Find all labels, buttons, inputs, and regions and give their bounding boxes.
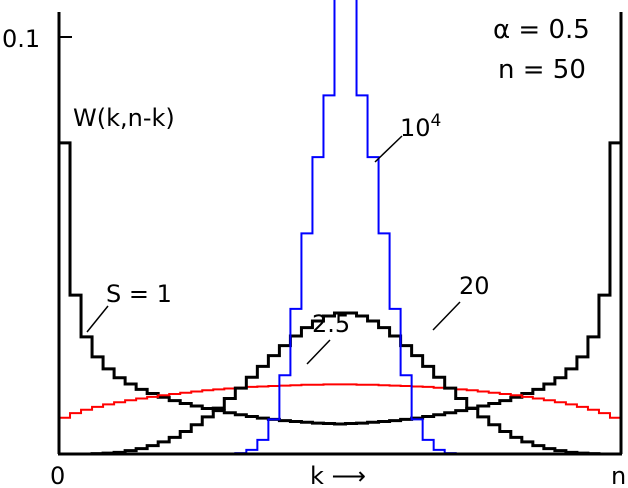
s20-leader [432, 301, 461, 331]
s1e4-leader [374, 135, 403, 163]
n-label: n = 50 [498, 55, 586, 85]
x-tick-label-start: 0 [50, 462, 65, 488]
s1-label: S = 1 [106, 280, 172, 308]
s1-leader [86, 305, 109, 333]
s25-leader [306, 339, 331, 365]
s20-label: 20 [459, 272, 490, 300]
s25-label: 2.5 [312, 310, 350, 338]
y-axis-label: W(k,n-k) [73, 104, 175, 132]
y-tick-label: 0.1 [2, 25, 40, 53]
series-s20-line [59, 311, 621, 456]
x-tick-label-end: n [611, 462, 626, 488]
series-s1-line [59, 141, 621, 426]
x-axis-label: k ⟶ [310, 462, 366, 488]
s1e4-label-base: 10 [400, 114, 431, 142]
alpha-label: α = 0.5 [493, 15, 590, 45]
series-s25-line [59, 383, 621, 419]
s1e4-label-exponent: 4 [431, 111, 442, 131]
s1e4-label: 104 [400, 111, 441, 142]
